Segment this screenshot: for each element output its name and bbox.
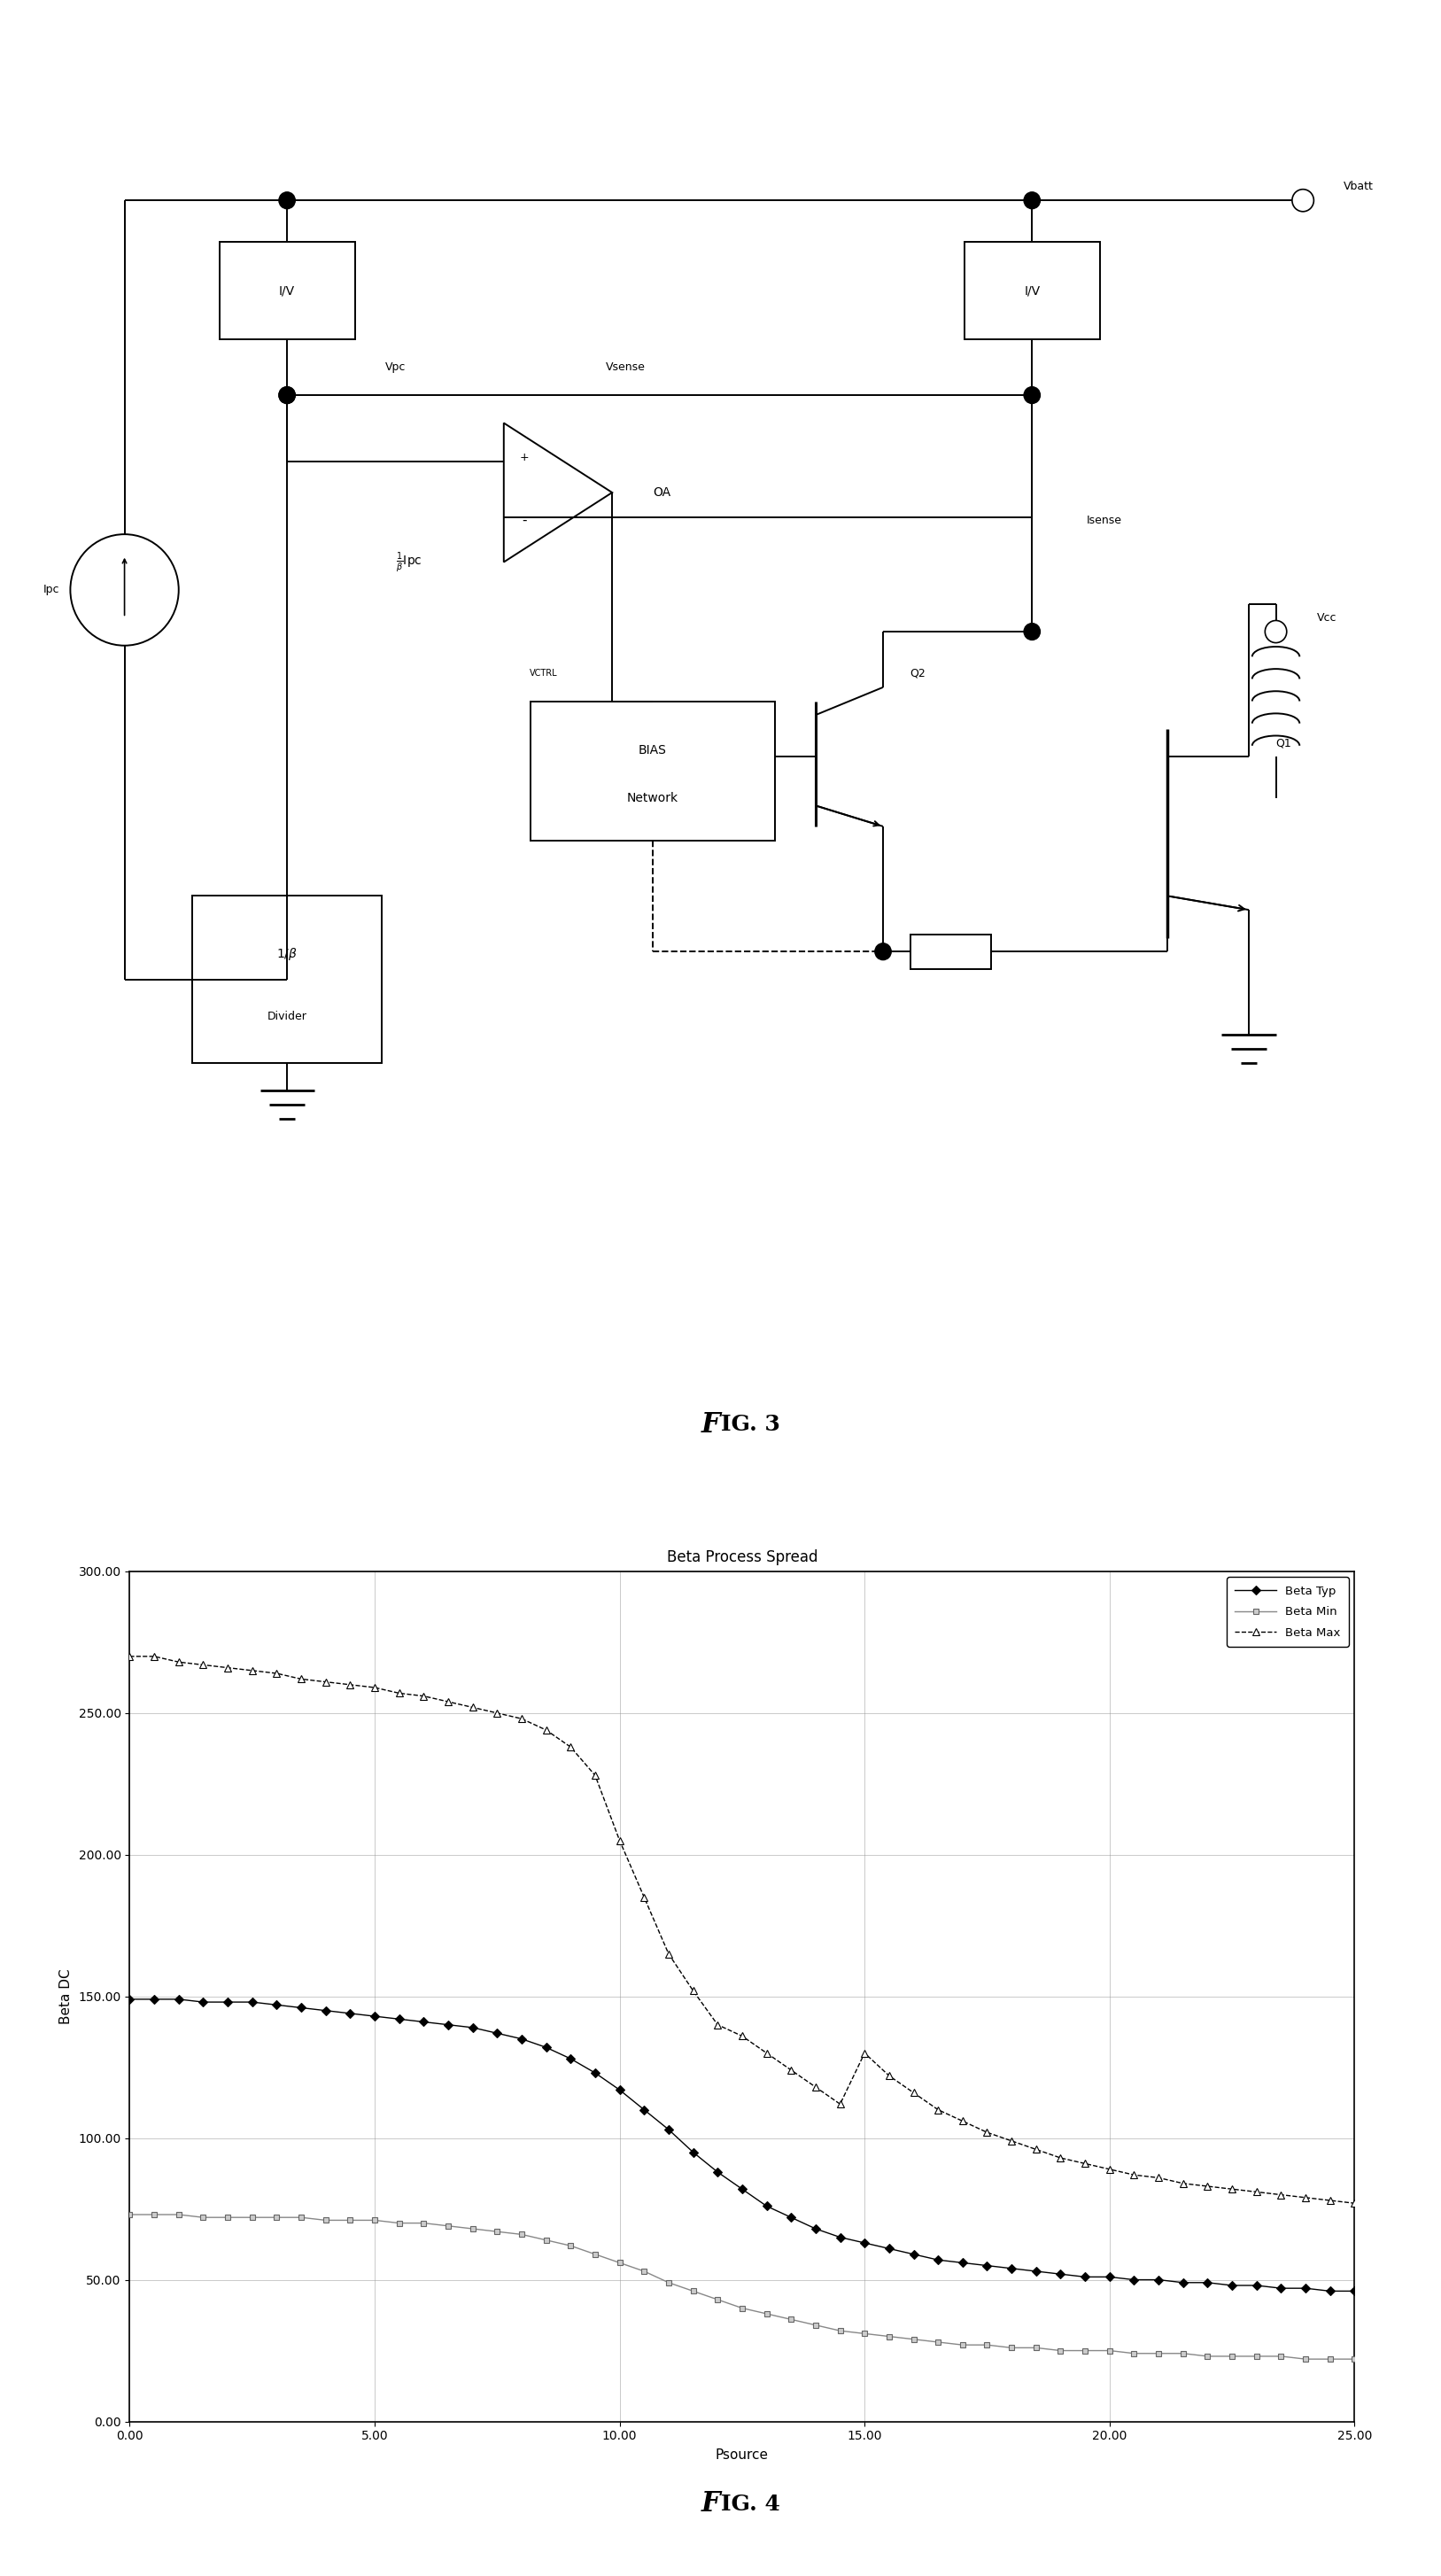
Beta Max [1003, 2125, 1020, 2156]
Beta Max [1321, 2184, 1339, 2215]
Text: F: F [702, 2491, 720, 2517]
Text: $1/\beta$: $1/\beta$ [277, 945, 298, 963]
Beta Max [391, 1677, 408, 1708]
Text: IG. 4: IG. 4 [720, 2494, 780, 2514]
Text: OA: OA [653, 487, 670, 500]
Beta Max [513, 1703, 530, 1734]
Bar [219, 242, 354, 340]
Beta Min [391, 2208, 408, 2239]
Line: Beta Min: Beta Min [127, 2213, 1357, 2362]
Beta Min [121, 2200, 138, 2231]
Beta Max [929, 2094, 947, 2125]
Text: Vsense: Vsense [605, 361, 646, 374]
Beta Typ [121, 1984, 138, 2014]
Beta Min [1003, 2331, 1020, 2362]
Beta Min [488, 2215, 506, 2246]
Beta Min [1321, 2344, 1339, 2375]
Line: Beta Typ: Beta Typ [127, 1996, 1357, 2295]
Text: IG. 3: IG. 3 [720, 1414, 780, 1435]
Y-axis label: Beta DC: Beta DC [59, 1968, 72, 2025]
Circle shape [1025, 386, 1040, 404]
Beta Typ [1003, 2254, 1020, 2285]
Text: $\frac{1}{\beta}$Ipc: $\frac{1}{\beta}$Ipc [396, 551, 422, 574]
Circle shape [1265, 621, 1287, 644]
Text: Q2: Q2 [911, 667, 927, 680]
Beta Max [488, 1698, 506, 1728]
Text: F: F [702, 1412, 720, 1437]
Beta Min [1346, 2344, 1363, 2375]
Text: VCTRL: VCTRL [530, 670, 558, 677]
Circle shape [280, 386, 295, 404]
Text: -: - [522, 513, 526, 528]
Bar [192, 896, 382, 1064]
Beta Max [1346, 2187, 1363, 2218]
Text: Network: Network [627, 793, 679, 804]
Beta Typ [1321, 2275, 1339, 2306]
Circle shape [875, 943, 891, 961]
X-axis label: Psource: Psource [716, 2450, 768, 2463]
Beta Min [929, 2326, 947, 2357]
Text: Q1: Q1 [1275, 737, 1291, 750]
Text: Vcc: Vcc [1317, 613, 1336, 623]
Bar [530, 701, 775, 840]
Circle shape [280, 386, 295, 404]
Text: Ipc: Ipc [43, 585, 59, 595]
Beta Typ [1297, 2272, 1314, 2303]
Beta Typ [391, 2004, 408, 2035]
Beta Min [513, 2218, 530, 2249]
Text: Vbatt: Vbatt [1343, 180, 1373, 193]
Circle shape [1025, 623, 1040, 639]
Text: Vpc: Vpc [385, 361, 406, 374]
Title: Beta Process Spread: Beta Process Spread [667, 1548, 817, 1566]
Text: I/V: I/V [280, 283, 295, 296]
Beta Typ [929, 2244, 947, 2275]
Legend: Beta Typ, Beta Min, Beta Max: Beta Typ, Beta Min, Beta Max [1226, 1577, 1349, 1646]
Beta Typ [513, 2025, 530, 2056]
Text: +: + [519, 451, 529, 464]
Beta Typ [1346, 2275, 1363, 2306]
Text: I/V: I/V [1025, 283, 1040, 296]
Circle shape [1025, 193, 1040, 209]
Circle shape [1293, 188, 1314, 211]
Text: BIAS: BIAS [638, 744, 667, 757]
Bar [911, 935, 991, 969]
Line: Beta Max: Beta Max [125, 1654, 1359, 2208]
Text: Isense: Isense [1087, 515, 1121, 526]
Beta Min [1297, 2344, 1314, 2375]
Bar [964, 242, 1099, 340]
Text: Divider: Divider [267, 1010, 307, 1023]
Beta Max [121, 1641, 138, 1672]
Beta Typ [488, 2017, 506, 2048]
Circle shape [280, 193, 295, 209]
